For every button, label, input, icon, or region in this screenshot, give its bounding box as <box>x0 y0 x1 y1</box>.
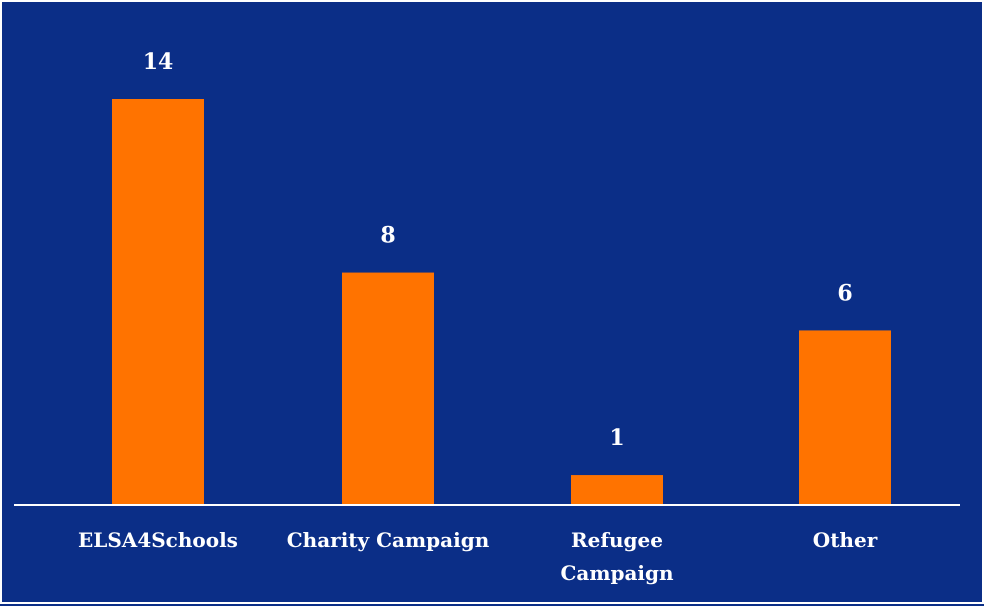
value-label-1: 8 <box>380 223 395 249</box>
bar-2 <box>571 475 663 504</box>
bar-3 <box>799 330 891 504</box>
category-label-1: Charity Campaign <box>287 528 490 552</box>
category-label-2-line-1: Campaign <box>560 561 674 585</box>
value-label-2: 1 <box>609 425 624 451</box>
category-label-3: Other <box>813 528 878 552</box>
bar-1 <box>342 272 434 504</box>
value-label-0: 14 <box>143 49 174 75</box>
category-label-2-line-0: Refugee <box>571 528 663 552</box>
bar-0 <box>112 99 204 504</box>
category-label-0: ELSA4Schools <box>78 528 238 552</box>
value-label-3: 6 <box>837 280 852 306</box>
